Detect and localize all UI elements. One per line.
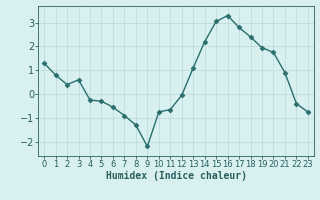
X-axis label: Humidex (Indice chaleur): Humidex (Indice chaleur) [106, 171, 246, 181]
